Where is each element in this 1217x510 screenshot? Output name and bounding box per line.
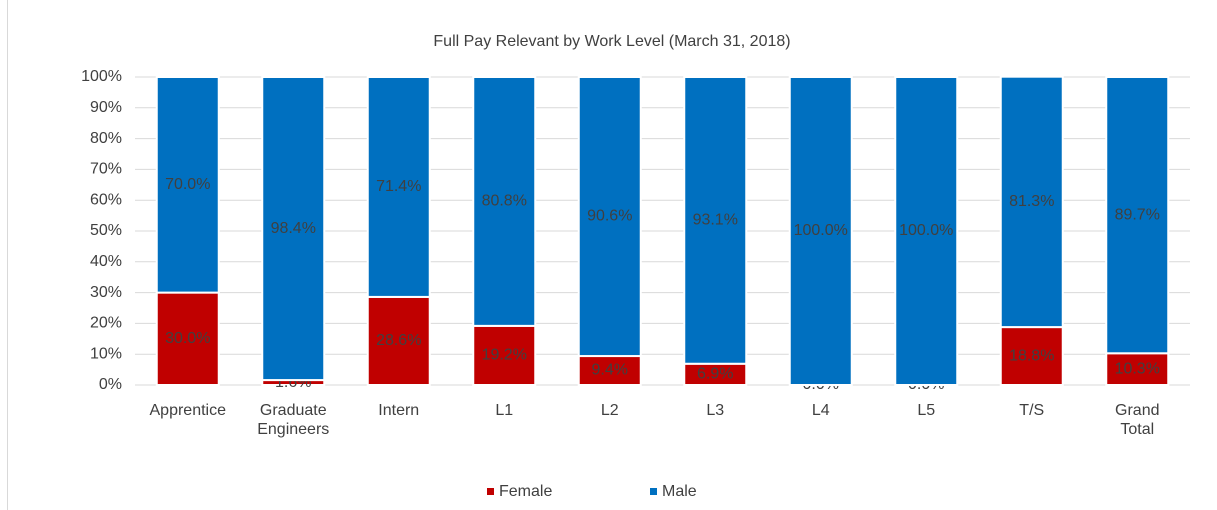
y-tick-label: 100%	[81, 68, 122, 85]
chart-title: Full Pay Relevant by Work Level (March 3…	[433, 33, 790, 50]
y-tick-label: 70%	[90, 161, 122, 178]
bar-segment	[1105, 76, 1170, 355]
bar-segment	[894, 76, 959, 386]
data-label: 10.3%	[1115, 360, 1160, 377]
x-tick-label: L5	[917, 402, 936, 419]
bar-segment	[155, 291, 220, 387]
y-tick-label: 60%	[90, 191, 122, 208]
bar-segment	[1105, 352, 1170, 386]
data-label: 9.4%	[592, 362, 628, 379]
bar-segment	[683, 76, 748, 365]
data-label: 19.2%	[482, 347, 527, 364]
data-label: 71.4%	[376, 178, 421, 195]
y-tick-label: 90%	[90, 99, 122, 116]
y-tick-label: 80%	[90, 130, 122, 147]
x-tick-label: T/S	[1019, 402, 1045, 419]
data-label: 89.7%	[1115, 206, 1160, 223]
data-label: 6.9%	[697, 366, 733, 383]
data-label: 70.0%	[165, 176, 210, 193]
data-label: 80.8%	[482, 193, 527, 210]
x-tick-label: Apprentice	[149, 402, 227, 419]
bar-segment	[472, 76, 537, 327]
data-label: 98.4%	[271, 220, 316, 237]
bar-segment	[999, 75, 1064, 329]
bar-segment	[261, 76, 326, 382]
y-tick-label: 10%	[90, 345, 122, 362]
x-tick-label: Intern	[378, 402, 420, 419]
bar-segment	[366, 295, 431, 386]
data-label: 90.6%	[587, 208, 632, 225]
bar-segment	[577, 76, 642, 358]
x-tick-label: L4	[811, 402, 830, 419]
bar-segment	[155, 76, 220, 294]
bar-segment	[788, 76, 853, 386]
legend-swatch	[650, 488, 657, 495]
y-tick-label: 50%	[90, 222, 122, 239]
data-label: 81.3%	[1009, 193, 1054, 210]
bar-segment	[366, 76, 431, 298]
x-tick-label: L3	[706, 402, 725, 419]
data-label: 18.8%	[1009, 347, 1054, 364]
y-tick-label: 40%	[90, 253, 122, 270]
y-tick-label: 30%	[90, 284, 122, 301]
legend-label: Female	[499, 483, 552, 500]
x-tick-label: Graduate Engineers	[257, 402, 330, 438]
legend-swatch	[487, 488, 494, 495]
y-tick-label: 0%	[99, 376, 122, 393]
x-tick-label: L2	[600, 402, 619, 419]
bar-segment	[999, 326, 1064, 387]
x-tick-label: L1	[495, 402, 514, 419]
data-label: 100.0%	[899, 222, 953, 239]
legend-label: Male	[662, 483, 697, 500]
data-label: 30.0%	[165, 330, 210, 347]
data-label: 100.0%	[794, 222, 848, 239]
data-label: 28.6%	[376, 332, 421, 349]
data-label: 93.1%	[693, 212, 738, 229]
y-tick-label: 20%	[90, 315, 122, 332]
x-tick-label: Grand Total	[1115, 402, 1160, 438]
